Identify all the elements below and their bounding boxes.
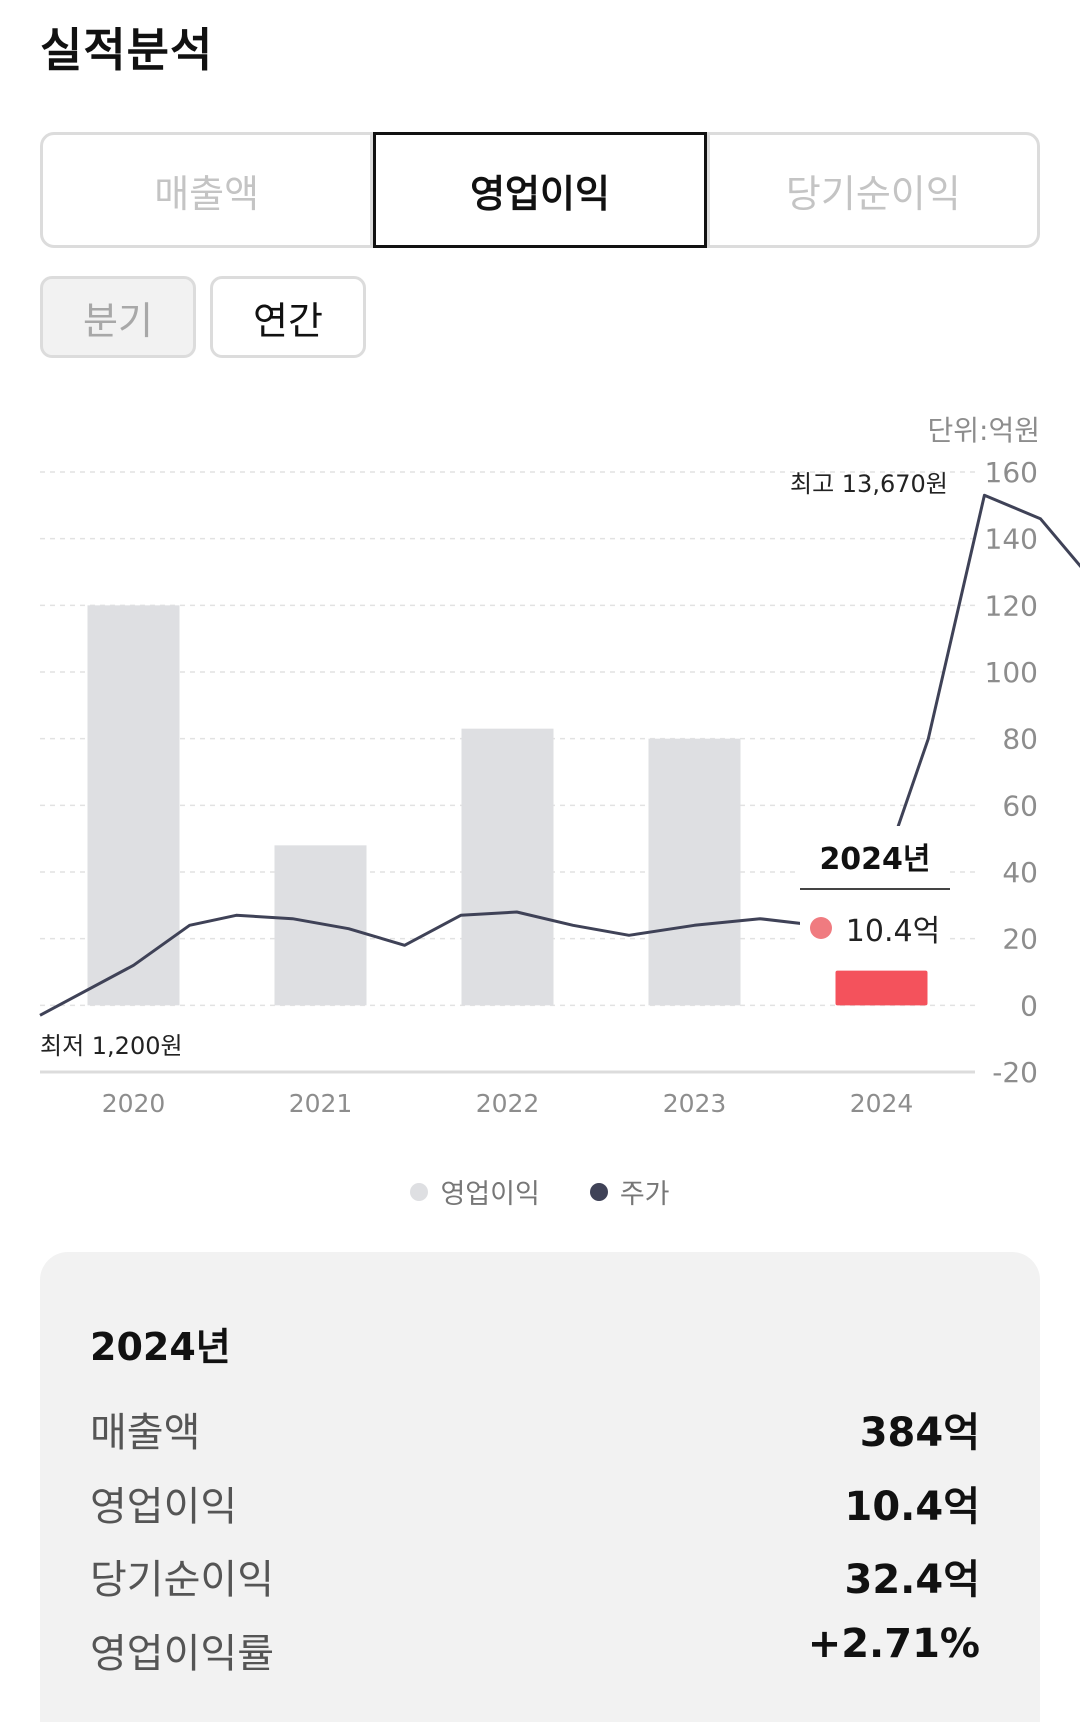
tab-net-income[interactable]: 당기순이익 <box>706 132 1040 248</box>
tooltip-value: 10.4억 <box>845 914 941 949</box>
period-toggle: 분기 연간 <box>40 276 366 358</box>
legend-label: 주가 <box>619 1179 670 1210</box>
tab-revenue[interactable]: 매출액 <box>40 132 374 248</box>
summary-value: 384억 <box>859 1410 980 1456</box>
x-tick-label: 2022 <box>476 1089 540 1118</box>
tooltip-year: 2024년 <box>800 826 950 890</box>
y-tick-label: 100 <box>985 656 1038 689</box>
tooltip-dot-icon <box>809 917 832 939</box>
summary-card: 2024년 매출액 384억 영업이익 10.4억 당기순이익 32.4억 영업… <box>40 1252 1040 1722</box>
legend-item-price[interactable]: 주가 <box>589 1172 670 1211</box>
bar-operating-profit-2020 <box>87 605 180 1006</box>
y-tick-label: 160 <box>985 456 1038 489</box>
summary-row-operating-profit: 영업이익 10.4억 <box>90 1474 980 1532</box>
y-tick-label: 0 <box>1020 989 1038 1022</box>
tooltip-value-row: 10.4억 <box>800 906 950 950</box>
high-price-annotation: 최고 13,670원 <box>790 470 948 498</box>
y-tick-label: -20 <box>992 1056 1038 1089</box>
low-price-annotation: 최저 1,200원 <box>40 1032 183 1060</box>
bar-operating-profit-2022 <box>461 728 554 1006</box>
metric-tabs: 매출액 영업이익 당기순이익 <box>40 132 1040 248</box>
unit-label: 단위:억원 <box>928 414 1040 447</box>
x-tick-label: 2023 <box>663 1089 727 1118</box>
bar-operating-profit-2021 <box>274 845 367 1006</box>
summary-row-operating-margin: 영업이익률 +2.71% <box>90 1621 980 1679</box>
period-annual-button[interactable]: 연간 <box>210 276 366 358</box>
legend-dot-icon <box>589 1182 608 1201</box>
summary-value: +2.71% <box>807 1621 980 1667</box>
summary-label: 영업이익률 <box>90 1631 274 1677</box>
x-tick-label: 2021 <box>289 1089 353 1118</box>
tab-operating-profit[interactable]: 영업이익 <box>373 132 707 248</box>
page-title: 실적분석 <box>40 23 214 77</box>
chart-legend: 영업이익 주가 <box>0 1172 1080 1211</box>
price-line <box>39 493 1080 1017</box>
bar-operating-profit-2023 <box>648 738 741 1006</box>
y-tick-label: 120 <box>985 589 1038 622</box>
period-quarterly-button[interactable]: 분기 <box>40 276 196 358</box>
y-tick-label: 140 <box>985 523 1038 556</box>
summary-value: 32.4억 <box>844 1557 981 1603</box>
summary-label: 당기순이익 <box>90 1557 274 1603</box>
summary-label: 매출액 <box>90 1410 201 1456</box>
y-tick-label: 60 <box>1002 789 1038 822</box>
summary-label: 영업이익 <box>90 1484 238 1530</box>
y-tick-label: 40 <box>1002 856 1038 889</box>
x-tick-label: 2020 <box>102 1089 166 1118</box>
y-tick-label: 20 <box>1002 923 1038 956</box>
summary-year: 2024년 <box>90 1325 231 1369</box>
summary-row-net-income: 당기순이익 32.4억 <box>90 1547 980 1605</box>
chart-tooltip: 2024년 10.4억 <box>800 826 950 949</box>
y-tick-label: 80 <box>1002 723 1038 756</box>
earnings-chart: 160 140 120 100 80 60 40 20 0 -20 2020 2021 2022 202… <box>39 414 1080 1118</box>
legend-dot-icon <box>410 1182 429 1201</box>
x-tick-label: 2024 <box>850 1089 914 1118</box>
summary-value: 10.4억 <box>844 1484 981 1530</box>
bar-operating-profit-2024 <box>835 970 928 1006</box>
legend-label: 영업이익 <box>440 1179 540 1210</box>
legend-item-operating-profit[interactable]: 영업이익 <box>410 1172 540 1211</box>
summary-row-revenue: 매출액 384억 <box>90 1400 980 1458</box>
